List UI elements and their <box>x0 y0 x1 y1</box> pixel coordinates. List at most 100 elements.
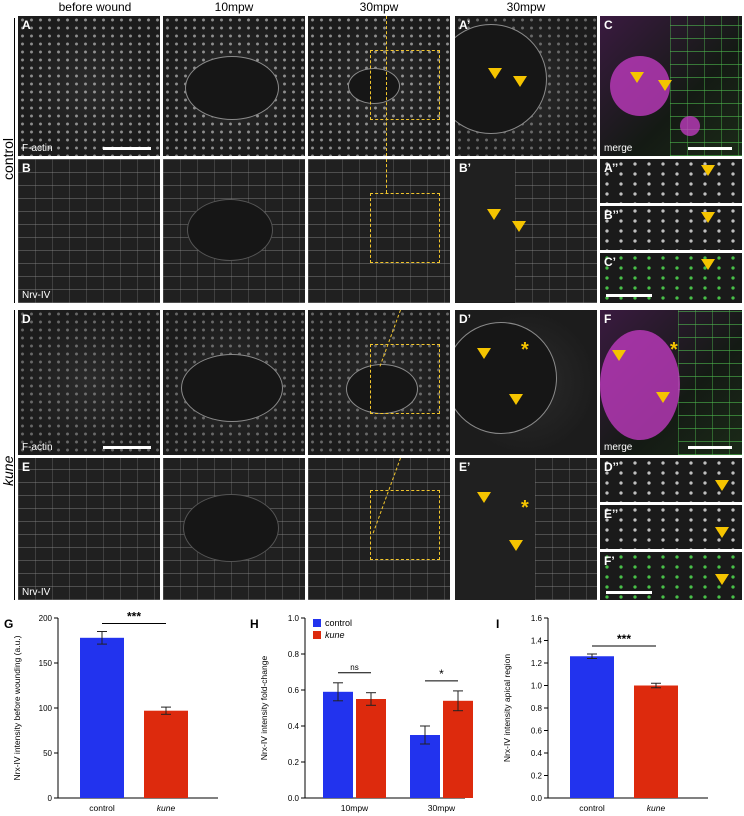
scale-bar <box>688 446 732 449</box>
control-bracket <box>14 18 19 303</box>
scale-bar <box>606 591 652 594</box>
arrowhead <box>630 72 644 83</box>
y-axis-label: Nrx-IV intensity before wounding (a.u.) <box>12 635 22 780</box>
asterisk-marker: * <box>521 339 529 361</box>
zoom-box <box>370 344 440 414</box>
arrowhead <box>509 394 523 405</box>
stain-label-merge: merge <box>604 442 633 453</box>
significance-label: *** <box>617 632 631 646</box>
membrane-texture <box>308 458 450 600</box>
panel-E-prime: E’ * <box>455 458 597 600</box>
panel-label-D: D <box>22 312 31 326</box>
arrowhead <box>512 221 526 232</box>
legend-label-kune: kune <box>325 630 345 640</box>
stain-label-merge: merge <box>604 143 633 154</box>
panel-A-10mpw <box>163 16 305 156</box>
strip-E-dprime: E’’ <box>600 505 742 549</box>
y-tick-label: 0 <box>48 794 53 803</box>
y-tick-label: 0.0 <box>288 794 300 803</box>
asterisk-marker: * <box>670 339 678 361</box>
panel-label-B-prime: B’ <box>459 161 471 175</box>
significance-label: *** <box>127 610 141 624</box>
panel-label-A-dprime: A’’ <box>604 161 619 175</box>
x-tick-label: kune <box>647 803 666 813</box>
panel-B-before: B Nrv-IV <box>18 159 160 303</box>
strip-A-dprime: A’’ <box>600 159 742 203</box>
y-tick-label: 1.0 <box>531 682 543 691</box>
panel-label-E-dprime: E’’ <box>604 507 619 521</box>
stain-label-factin: F-actin <box>22 143 53 154</box>
arrowhead <box>477 492 491 503</box>
section-line <box>386 159 387 193</box>
y-tick-label: 0.6 <box>531 727 543 736</box>
y-tick-label: 0.0 <box>531 794 543 803</box>
arrowhead <box>477 348 491 359</box>
legend-swatch-kune <box>313 631 321 639</box>
wound-area <box>181 354 283 422</box>
arrowhead <box>487 209 501 220</box>
section-line <box>386 16 387 156</box>
y-tick-label: 50 <box>43 749 52 758</box>
stain-label-nrv: Nrv-IV <box>22 290 51 301</box>
panel-D-prime: D’ * <box>455 310 597 455</box>
y-tick-label: 200 <box>39 614 53 623</box>
bar-control <box>570 656 614 798</box>
panel-E-10mpw <box>163 458 305 600</box>
membrane-texture <box>535 458 597 600</box>
kune-bracket <box>14 310 19 600</box>
panel-label-E: E <box>22 460 31 474</box>
stain-label-nrv: Nrv-IV <box>22 587 51 598</box>
panel-label-E-prime: E’ <box>459 460 471 474</box>
membrane-texture <box>515 159 597 303</box>
wound-area <box>183 494 279 562</box>
charts-area: G H I 0 50 100 150 200 Nrx-IV intensity befor… <box>4 610 708 813</box>
panel-label-B: B <box>22 161 31 175</box>
chart-panel-label-I: I <box>496 617 499 631</box>
arrowhead <box>701 165 715 176</box>
panel-E-before: E Nrv-IV <box>18 458 160 600</box>
panel-label-F: F <box>604 312 612 326</box>
arrowhead <box>715 574 729 585</box>
panel-E-30mpw <box>308 458 450 600</box>
y-tick-label: 1.0 <box>288 614 300 623</box>
arrowhead <box>715 480 729 491</box>
arrowhead <box>701 212 715 223</box>
scale-bar <box>688 147 732 150</box>
arrowhead <box>656 392 670 403</box>
y-tick-label: 1.6 <box>531 614 543 623</box>
legend-label-control: control <box>325 618 352 628</box>
stain-label-factin: F-actin <box>22 442 53 453</box>
asterisk-marker: * <box>521 497 529 519</box>
col-header-30mpw-zoom: 30mpw <box>506 0 546 14</box>
panel-label-F-prime: F’ <box>604 554 615 568</box>
chart-panel-label-G: G <box>4 617 13 631</box>
strip-B-dprime: B’’ <box>600 206 742 250</box>
panel-A-prime: A’ <box>455 16 597 156</box>
panel-label-C-prime: C’ <box>604 255 616 269</box>
x-tick-label: control <box>89 803 115 813</box>
strip-C-prime: C’ <box>600 253 742 303</box>
y-tick-label: 0.8 <box>288 650 300 659</box>
panel-label-A: A <box>22 18 31 32</box>
chart-panel-label-H: H <box>250 617 259 631</box>
bar-control-30mpw <box>410 735 440 798</box>
membrane-texture <box>308 159 450 303</box>
significance-label: * <box>439 667 444 681</box>
bar-control <box>80 637 124 798</box>
arrowhead <box>658 80 672 91</box>
x-tick-label: 10mpw <box>341 803 369 813</box>
scale-bar <box>103 147 151 150</box>
wound-area <box>455 24 547 134</box>
cell-texture <box>600 206 742 250</box>
row-label-kune: kune <box>0 455 16 486</box>
significance-label: ns <box>350 663 358 672</box>
wound-area <box>187 199 273 261</box>
bar-kune <box>144 710 188 798</box>
scale-bar <box>606 294 652 297</box>
panel-A-before: A F-actin <box>18 16 160 156</box>
arrowhead <box>715 527 729 538</box>
row-label-control: control <box>0 137 16 180</box>
y-tick-label: 0.6 <box>288 686 300 695</box>
membrane-texture <box>18 458 160 600</box>
y-tick-label: 150 <box>39 659 53 668</box>
